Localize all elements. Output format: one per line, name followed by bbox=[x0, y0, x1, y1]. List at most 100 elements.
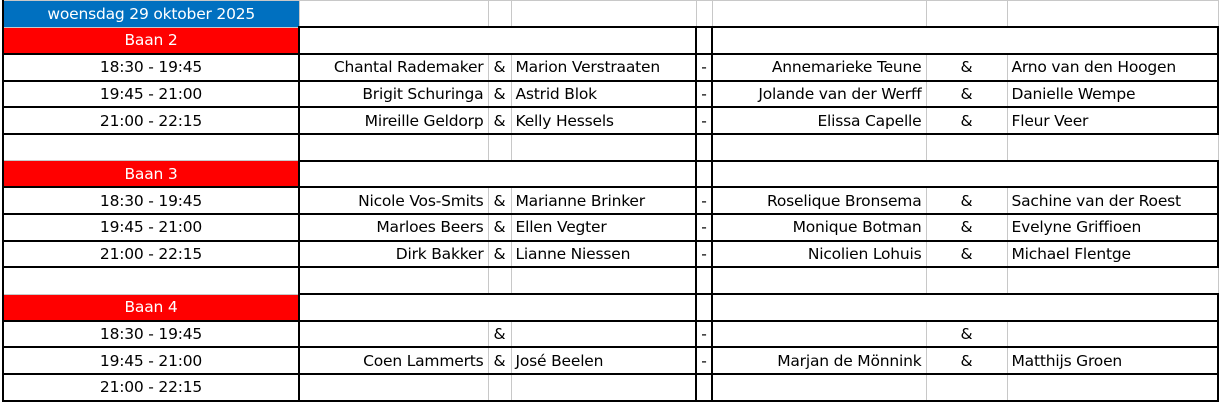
empty-cell[interactable] bbox=[2, 132, 300, 162]
empty-cell[interactable] bbox=[1006, 0, 1219, 28]
team1-player1[interactable]: Dirk Bakker bbox=[298, 239, 489, 269]
empty-cell[interactable] bbox=[2, 266, 300, 295]
empty-cell[interactable] bbox=[510, 266, 697, 295]
team2-player2[interactable]: Evelyne Griffioen bbox=[1006, 213, 1219, 242]
team2-player1[interactable]: Annemarieke Teune bbox=[711, 52, 927, 82]
empty-cell[interactable] bbox=[925, 132, 1008, 162]
time-slot[interactable]: 19:45 - 21:00 bbox=[2, 213, 300, 242]
empty-cell[interactable] bbox=[711, 159, 1219, 189]
court-name[interactable]: Baan 2 bbox=[2, 26, 300, 55]
team1-player2[interactable]: José Beelen bbox=[510, 346, 697, 376]
team2-player2[interactable]: Fleur Veer bbox=[1006, 106, 1219, 135]
team1-player1[interactable]: Mireille Geldorp bbox=[298, 106, 489, 135]
team1-player1[interactable]: Coen Lammerts bbox=[298, 346, 489, 376]
empty-cell[interactable] bbox=[298, 132, 489, 162]
empty-cell[interactable] bbox=[1006, 266, 1219, 295]
ampersand-1[interactable]: & bbox=[487, 213, 512, 242]
ampersand-1[interactable]: & bbox=[487, 52, 512, 82]
ampersand-2[interactable]: & bbox=[925, 213, 1008, 242]
empty-cell[interactable] bbox=[298, 293, 697, 322]
time-slot[interactable]: 21:00 - 22:15 bbox=[2, 106, 300, 135]
time-slot[interactable]: 21:00 - 22:15 bbox=[2, 373, 300, 402]
ampersand-2[interactable]: & bbox=[925, 319, 1008, 349]
team2-player1[interactable]: Monique Botman bbox=[711, 213, 927, 242]
empty-cell[interactable] bbox=[298, 0, 489, 28]
empty-cell[interactable] bbox=[711, 0, 927, 28]
team1-player2[interactable] bbox=[510, 373, 697, 402]
versus-dash[interactable]: - bbox=[695, 79, 713, 109]
time-slot[interactable]: 19:45 - 21:00 bbox=[2, 79, 300, 109]
team2-player1[interactable]: Roselique Bronsema bbox=[711, 186, 927, 215]
ampersand-2[interactable] bbox=[925, 373, 1008, 402]
team2-player1[interactable]: Jolande van der Werff bbox=[711, 79, 927, 109]
empty-cell[interactable] bbox=[925, 0, 1008, 28]
empty-cell[interactable] bbox=[711, 293, 1219, 322]
empty-cell[interactable] bbox=[711, 26, 1219, 55]
court-name[interactable]: Baan 3 bbox=[2, 160, 300, 188]
empty-cell[interactable] bbox=[510, 0, 697, 28]
empty-cell[interactable] bbox=[695, 293, 713, 322]
team2-player2[interactable]: Danielle Wempe bbox=[1006, 79, 1219, 109]
team1-player1[interactable]: Marloes Beers bbox=[298, 213, 489, 242]
team2-player2[interactable]: Arno van den Hoogen bbox=[1006, 52, 1219, 82]
empty-cell[interactable] bbox=[487, 132, 512, 162]
versus-dash[interactable]: - bbox=[695, 319, 713, 349]
team2-player2[interactable]: Michael Flentge bbox=[1006, 239, 1219, 269]
team1-player1[interactable]: Chantal Rademaker bbox=[298, 52, 489, 82]
empty-cell[interactable] bbox=[925, 266, 1008, 295]
ampersand-1[interactable]: & bbox=[487, 186, 512, 215]
team2-player1[interactable]: Elissa Capelle bbox=[711, 106, 927, 135]
empty-cell[interactable] bbox=[695, 0, 713, 28]
empty-cell[interactable] bbox=[695, 266, 713, 295]
time-slot[interactable]: 19:45 - 21:00 bbox=[2, 346, 300, 376]
versus-dash[interactable]: - bbox=[695, 239, 713, 269]
empty-cell[interactable] bbox=[695, 159, 713, 189]
empty-cell[interactable] bbox=[695, 132, 713, 162]
ampersand-2[interactable]: & bbox=[925, 186, 1008, 215]
ampersand-2[interactable]: & bbox=[925, 52, 1008, 82]
ampersand-1[interactable] bbox=[487, 373, 512, 402]
team2-player2[interactable]: Sachine van der Roest bbox=[1006, 186, 1219, 215]
empty-cell[interactable] bbox=[711, 132, 927, 162]
ampersand-1[interactable]: & bbox=[487, 79, 512, 109]
ampersand-2[interactable]: & bbox=[925, 239, 1008, 269]
time-slot[interactable]: 18:30 - 19:45 bbox=[2, 52, 300, 82]
team1-player1[interactable] bbox=[298, 373, 489, 402]
versus-dash[interactable]: - bbox=[695, 106, 713, 135]
empty-cell[interactable] bbox=[298, 26, 697, 55]
team2-player1[interactable] bbox=[711, 373, 927, 402]
time-slot[interactable]: 18:30 - 19:45 bbox=[2, 319, 300, 349]
team2-player1[interactable] bbox=[711, 319, 927, 349]
empty-cell[interactable] bbox=[711, 266, 927, 295]
team1-player1[interactable]: Brigit Schuringa bbox=[298, 79, 489, 109]
court-name[interactable]: Baan 4 bbox=[2, 293, 300, 322]
team2-player2[interactable]: Matthijs Groen bbox=[1006, 346, 1219, 376]
empty-cell[interactable] bbox=[1006, 132, 1219, 162]
team1-player2[interactable]: Marianne Brinker bbox=[510, 186, 697, 215]
versus-dash[interactable]: - bbox=[695, 52, 713, 82]
ampersand-1[interactable]: & bbox=[487, 106, 512, 135]
time-slot[interactable]: 21:00 - 22:15 bbox=[2, 239, 300, 269]
ampersand-1[interactable]: & bbox=[487, 319, 512, 349]
empty-cell[interactable] bbox=[298, 159, 697, 189]
team2-player2[interactable] bbox=[1006, 319, 1219, 349]
empty-cell[interactable] bbox=[695, 26, 713, 55]
empty-cell[interactable] bbox=[487, 0, 512, 28]
versus-dash[interactable]: - bbox=[695, 213, 713, 242]
versus-dash[interactable]: - bbox=[695, 186, 713, 215]
team1-player2[interactable]: Kelly Hessels bbox=[510, 106, 697, 135]
ampersand-1[interactable]: & bbox=[487, 346, 512, 376]
ampersand-2[interactable]: & bbox=[925, 346, 1008, 376]
team2-player1[interactable]: Marjan de Mönnink bbox=[711, 346, 927, 376]
empty-cell[interactable] bbox=[298, 266, 489, 295]
team1-player2[interactable]: Astrid Blok bbox=[510, 79, 697, 109]
team1-player2[interactable]: Ellen Vegter bbox=[510, 213, 697, 242]
empty-cell[interactable] bbox=[510, 132, 697, 162]
team1-player1[interactable]: Nicole Vos-Smits bbox=[298, 186, 489, 215]
team1-player2[interactable] bbox=[510, 319, 697, 349]
team1-player2[interactable]: Lianne Niessen bbox=[510, 239, 697, 269]
empty-cell[interactable] bbox=[487, 266, 512, 295]
ampersand-2[interactable]: & bbox=[925, 106, 1008, 135]
team1-player2[interactable]: Marion Verstraaten bbox=[510, 52, 697, 82]
versus-dash[interactable] bbox=[695, 373, 713, 402]
